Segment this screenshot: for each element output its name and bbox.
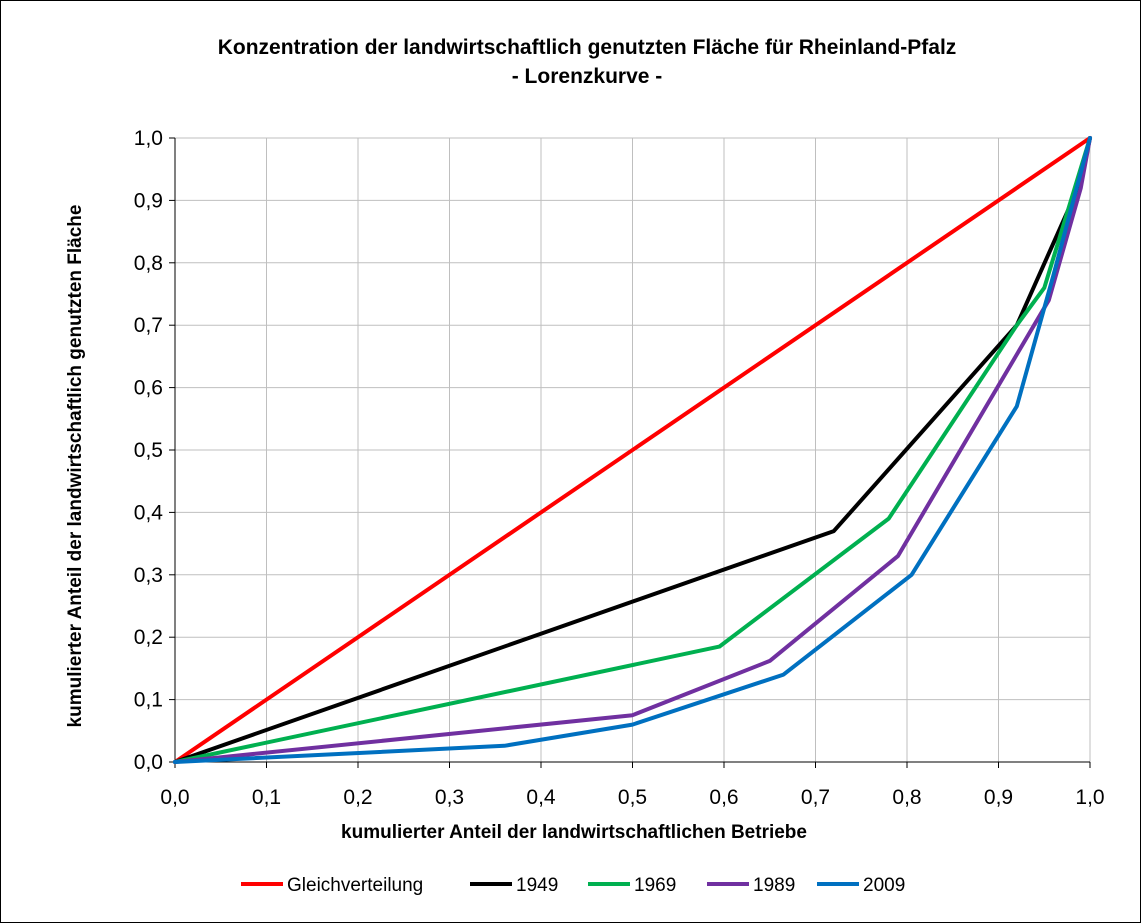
- legend-label-1969: 1969: [634, 875, 676, 896]
- y-tick-label: 0,4: [134, 501, 164, 524]
- x-tick-label: 0,9: [984, 786, 1013, 809]
- chart-subtitle: - Lorenzkurve -: [512, 65, 663, 88]
- x-tick-label: 0,6: [709, 786, 738, 809]
- x-axis-title: kumulierter Anteil der landwirtschaftlic…: [341, 822, 807, 843]
- x-tick-label: 0,3: [435, 786, 464, 809]
- y-tick-label: 0,8: [134, 252, 163, 275]
- x-tick-label: 0,2: [343, 786, 372, 809]
- y-tick-labels: 0,0 0,1 0,2 0,3 0,4 0,5 0,6 0,7 0,8 0,9 1,0: [134, 127, 164, 774]
- series-lines: [173, 136, 1092, 764]
- series-line-gleichverteilung: [173, 136, 1092, 764]
- x-tick-label: 0,0: [160, 786, 189, 809]
- legend-label-gleichverteilung: Gleichverteilung: [287, 875, 423, 896]
- x-tick-label: 1,0: [1075, 786, 1104, 809]
- legend-label-1949: 1949: [516, 875, 558, 896]
- axes: [169, 137, 1091, 768]
- y-tick-label: 0,5: [134, 439, 163, 462]
- legend: Gleichverteilung 1949 1969 1989 2009: [241, 875, 905, 896]
- y-tick-label: 0,6: [134, 377, 163, 400]
- y-tick-label: 1,0: [134, 127, 163, 150]
- x-tick-label: 0,5: [618, 786, 647, 809]
- series-line-1969: [173, 136, 1092, 764]
- series-line-2009: [173, 136, 1092, 764]
- x-tick-labels: 0,0 0,1 0,2 0,3 0,4 0,5 0,6 0,7 0,8 0,9 1,0: [160, 786, 1104, 809]
- y-tick-label: 0,3: [134, 564, 163, 587]
- legend-label-1989: 1989: [753, 875, 795, 896]
- x-tick-label: 0,8: [892, 786, 921, 809]
- y-tick-label: 0,2: [134, 626, 163, 649]
- chart-title: Konzentration der landwirtschaftlich gen…: [218, 36, 957, 59]
- legend-label-2009: 2009: [863, 875, 905, 896]
- y-tick-label: 0,0: [134, 751, 163, 774]
- y-axis-title: kumulierter Anteil der landwirtschaftlic…: [65, 205, 86, 728]
- series-line-1989: [173, 136, 1092, 764]
- x-tick-label: 0,1: [252, 786, 281, 809]
- x-tick-label: 0,4: [526, 786, 556, 809]
- y-tick-label: 0,9: [134, 189, 163, 212]
- x-tick-label: 0,7: [801, 786, 830, 809]
- y-tick-label: 0,1: [134, 689, 163, 712]
- y-tick-label: 0,7: [134, 314, 163, 337]
